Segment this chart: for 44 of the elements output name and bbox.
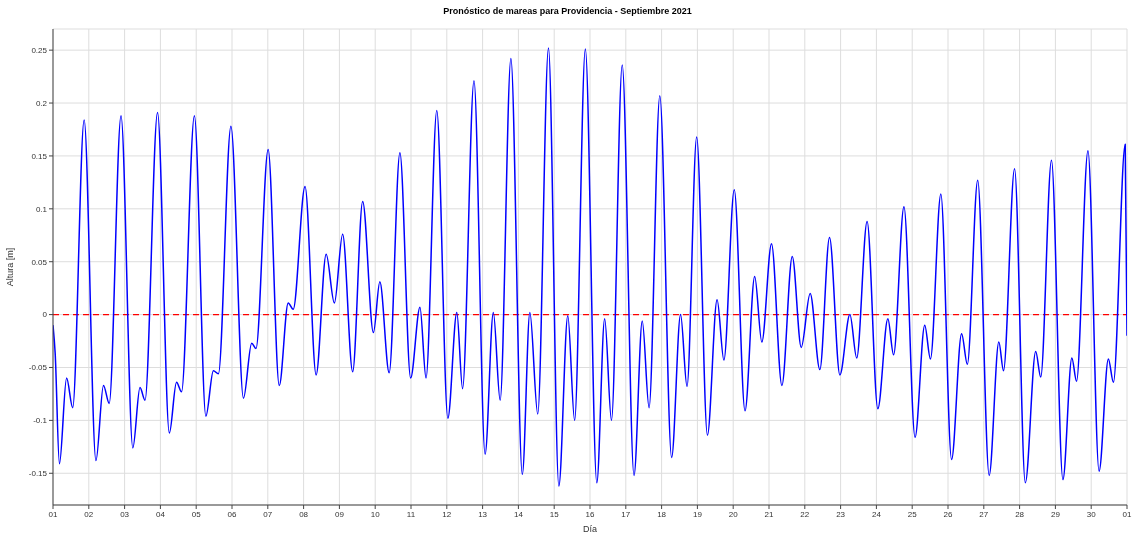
y-tick-label: 0.15 [31,151,48,161]
x-tick-label: 24 [871,509,882,519]
x-tick-label: 17 [621,509,631,519]
x-tick-label: 30 [1086,509,1097,519]
x-tick-label: 13 [478,509,488,519]
x-tick-label: 20 [728,509,739,519]
x-tick-label: 07 [263,509,273,519]
x-tick-label: 16 [585,509,595,519]
y-tick-label: 0.25 [31,46,48,55]
x-tick-label: 06 [227,509,237,519]
x-tick-label: 08 [299,509,309,519]
y-tick-label: 0.05 [31,257,48,267]
y-tick-label: -0.05 [28,363,48,373]
x-tick-label: 29 [1050,509,1061,519]
y-tick-label: -0.15 [28,469,48,479]
x-tick-label: 09 [334,509,345,519]
y-tick-label: 0.1 [35,204,48,214]
x-tick-label: 21 [764,509,774,519]
x-tick-label: 01 [1122,509,1132,519]
x-tick-label: 10 [370,509,381,519]
x-tick-label: 26 [943,509,953,519]
line-series [53,47,1127,487]
x-axis-title: Día [582,524,598,534]
x-tick-label: 15 [549,509,560,519]
x-tick-label: 23 [836,509,846,519]
x-tick-label: 01 [48,509,58,519]
x-tick-label: 19 [692,509,703,519]
x-tick-label: 04 [155,509,166,519]
y-axis-title: Altura [m] [5,247,16,287]
x-tick-label: 03 [120,509,130,519]
y-tick-label: 0.2 [35,98,48,108]
x-tick-label: 18 [657,509,667,519]
x-tick-label: 12 [442,509,452,519]
x-tick-label: 25 [907,509,918,519]
x-tick-label: 02 [84,509,94,519]
x-tick-label: 11 [406,509,416,519]
x-tick-label: 27 [979,509,989,519]
x-tick-label: 05 [191,509,202,519]
x-tick-label: 28 [1015,509,1025,519]
y-tick-label: -0.1 [33,416,48,426]
x-tick-label: 22 [800,509,810,519]
y-tick-label: 0 [42,310,48,320]
x-tick-label: 14 [513,509,524,519]
chart-title: Pronóstico de mareas para Providencia - Septiembre 2021 [442,6,693,16]
